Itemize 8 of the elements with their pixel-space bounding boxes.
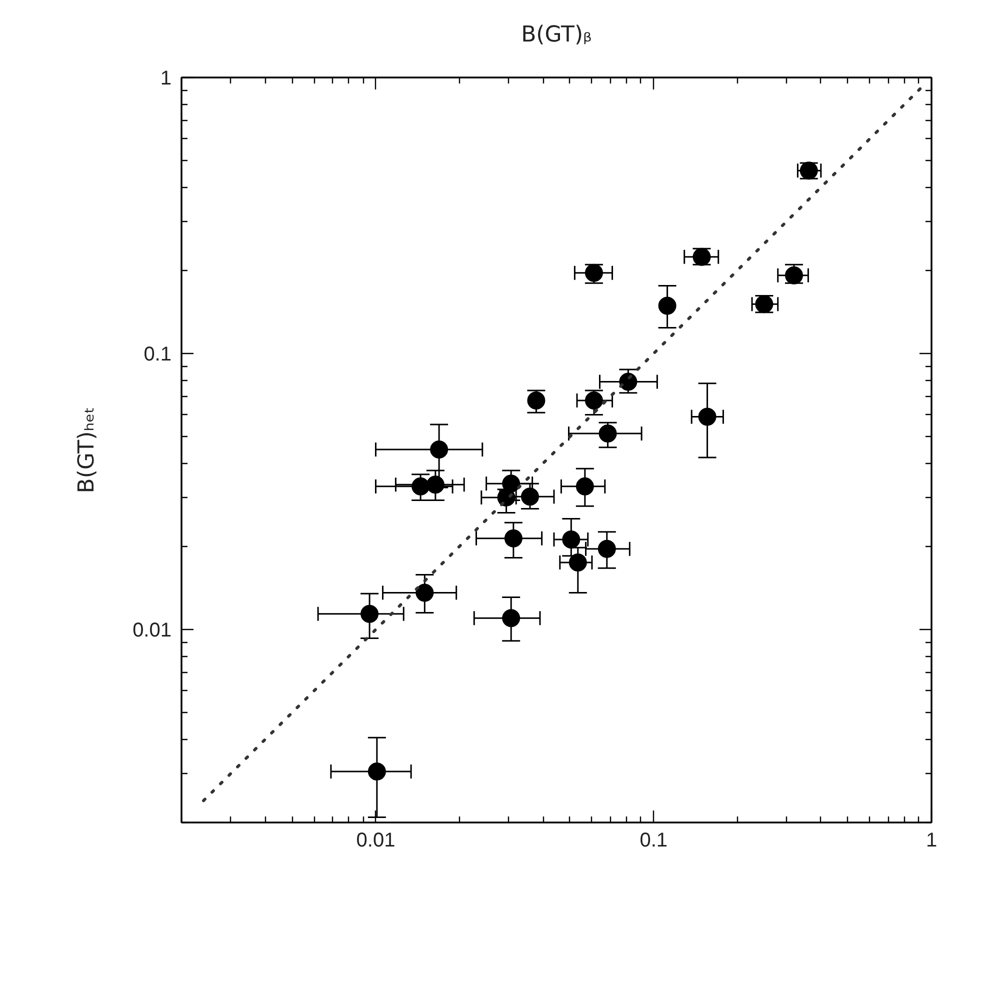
- y-axis-title: B(GT)ₕₑₜ: [74, 406, 100, 494]
- x-tick-label: 0.01: [356, 830, 396, 852]
- y-tick-label: 0.01: [132, 620, 172, 642]
- x-tick-label: 0.1: [640, 830, 668, 852]
- x-axis-title: B(GT)ᵦ: [521, 22, 592, 48]
- y-tick-label: 1: [160, 68, 172, 90]
- y-tick-label: 0.1: [144, 344, 172, 366]
- x-tick-label: 1: [926, 830, 938, 852]
